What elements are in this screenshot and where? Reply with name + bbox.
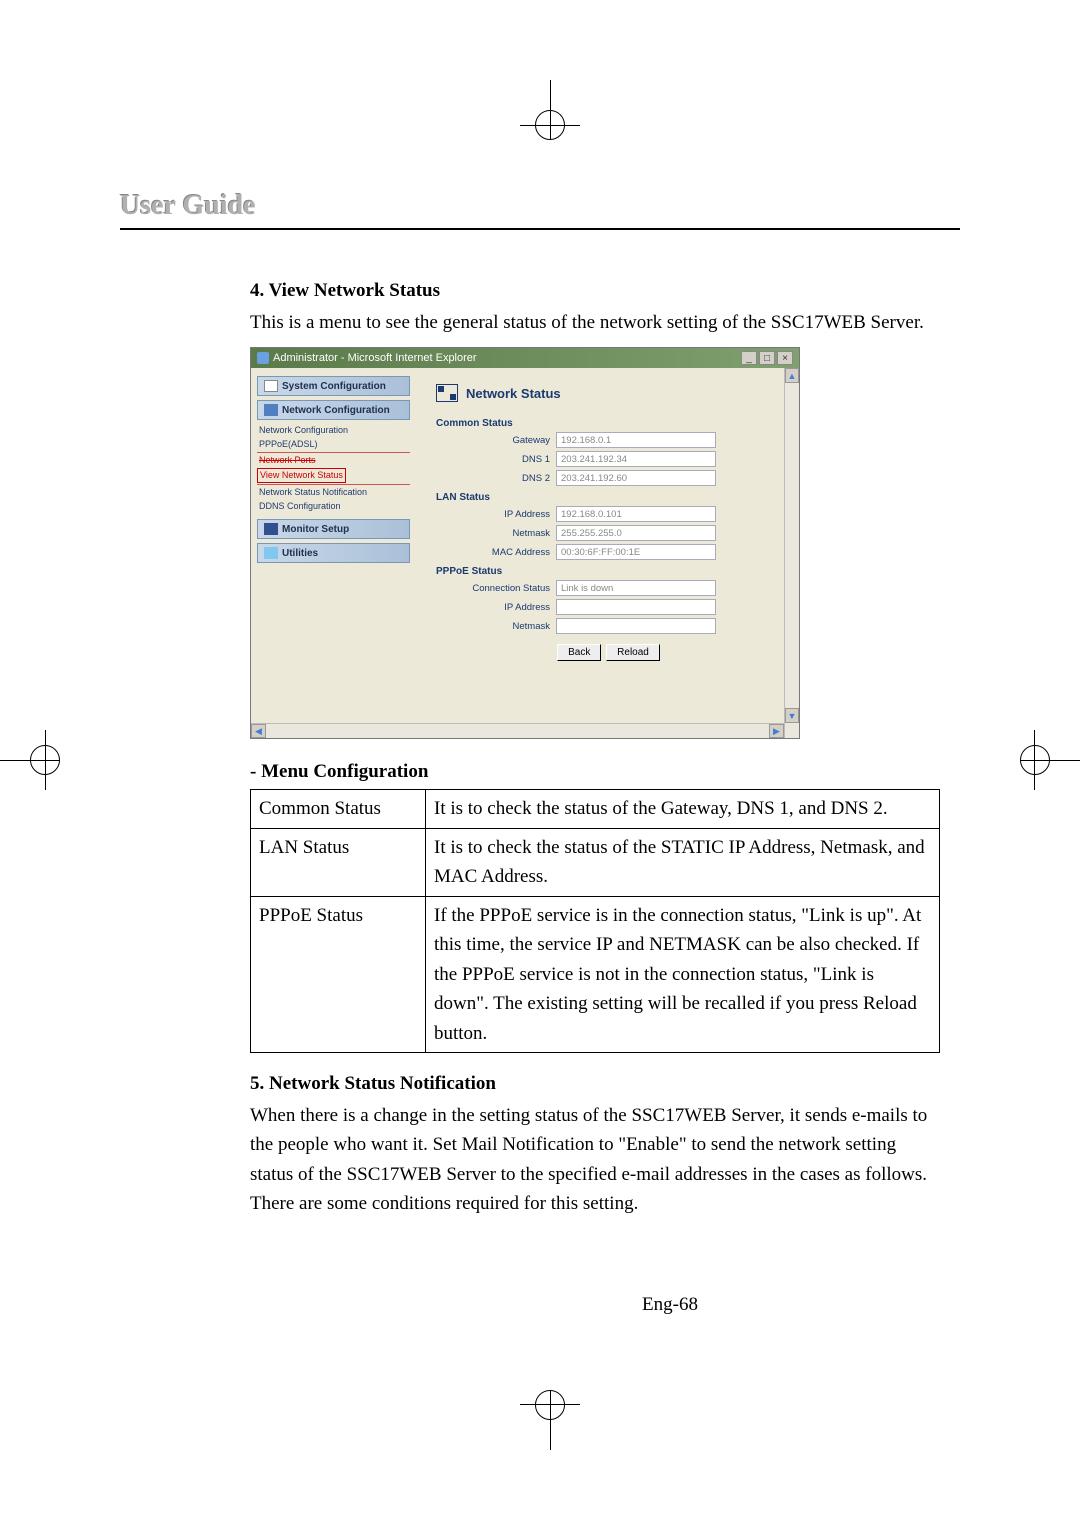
table-row: Common Status It is to check the status … bbox=[251, 790, 940, 828]
sub-view-network-status[interactable]: View Network Status bbox=[257, 468, 346, 484]
dns1-field[interactable]: 203.241.192.34 bbox=[556, 451, 716, 467]
row-pppoe-netmask: Netmask bbox=[436, 618, 781, 634]
sub-pppoe[interactable]: PPPoE(ADSL) bbox=[257, 438, 410, 452]
sub-network-status-notif[interactable]: Network Status Notification bbox=[257, 486, 410, 500]
cell-common-label: Common Status bbox=[251, 790, 426, 828]
section4-intro: This is a menu to see the general status… bbox=[250, 308, 940, 337]
back-button[interactable]: Back bbox=[557, 644, 601, 661]
scroll-up-icon[interactable]: ▲ bbox=[785, 368, 799, 383]
header-title: User Guide bbox=[120, 190, 256, 226]
lan-status-label: LAN Status bbox=[436, 492, 781, 503]
row-netmask: Netmask 255.255.255.0 bbox=[436, 525, 781, 541]
lan-ip-field[interactable]: 192.168.0.101 bbox=[556, 506, 716, 522]
row-ip: IP Address 192.168.0.101 bbox=[436, 506, 781, 522]
pppoe-conn-field[interactable]: Link is down bbox=[556, 580, 716, 596]
section5-body: When there is a change in the setting st… bbox=[250, 1101, 940, 1219]
ie-icon bbox=[257, 352, 269, 364]
lan-mac-field[interactable]: 00:30:6F:FF:00:1E bbox=[556, 544, 716, 560]
cell-pppoe-label: PPPoE Status bbox=[251, 896, 426, 1052]
table-row: PPPoE Status If the PPPoE service is in … bbox=[251, 896, 940, 1052]
gateway-field[interactable]: 192.168.0.1 bbox=[556, 432, 716, 448]
pppoe-status-label: PPPoE Status bbox=[436, 566, 781, 577]
sidebar-item-monitor-setup[interactable]: Monitor Setup bbox=[257, 519, 410, 539]
sidebar-item-utilities[interactable]: Utilities bbox=[257, 543, 410, 563]
reload-button[interactable]: Reload bbox=[606, 644, 660, 661]
network-status-icon bbox=[436, 384, 458, 402]
close-button[interactable]: × bbox=[777, 351, 793, 365]
dns2-field[interactable]: 203.241.192.60 bbox=[556, 470, 716, 486]
scroll-down-icon[interactable]: ▼ bbox=[785, 708, 799, 723]
browser-title: Administrator - Microsoft Internet Explo… bbox=[273, 352, 477, 364]
cell-pppoe-desc: If the PPPoE service is in the connectio… bbox=[426, 896, 940, 1052]
sidebar: System Configuration Network Configurati… bbox=[251, 368, 416, 738]
sub-ddns-config[interactable]: DDNS Configuration bbox=[257, 500, 410, 514]
window-buttons: _ □ × bbox=[741, 351, 793, 365]
vertical-scrollbar[interactable]: ▲ ▼ bbox=[784, 368, 799, 738]
browser-window: Administrator - Microsoft Internet Explo… bbox=[250, 347, 800, 739]
row-pppoe-ip: IP Address bbox=[436, 599, 781, 615]
button-row: Back Reload bbox=[436, 644, 781, 661]
cell-lan-label: LAN Status bbox=[251, 828, 426, 896]
network-icon bbox=[264, 404, 278, 416]
sub-network-ports[interactable]: Network Ports bbox=[257, 454, 410, 468]
cell-lan-desc: It is to check the status of the STATIC … bbox=[426, 828, 940, 896]
sidebar-sublist: Network Configuration PPPoE(ADSL) Networ… bbox=[257, 424, 410, 513]
pppoe-ip-field[interactable] bbox=[556, 599, 716, 615]
menu-config-title: - Menu Configuration bbox=[250, 761, 940, 783]
main-panel: Network Status Common Status Gateway 192… bbox=[416, 368, 799, 738]
cell-common-desc: It is to check the status of the Gateway… bbox=[426, 790, 940, 828]
page-header: User Guide bbox=[120, 190, 960, 230]
horizontal-scrollbar[interactable]: ◀ ▶ bbox=[251, 723, 784, 738]
section4-title: 4. View Network Status bbox=[250, 280, 940, 302]
system-icon bbox=[264, 380, 278, 392]
scroll-right-icon[interactable]: ▶ bbox=[769, 724, 784, 738]
panel-title: Network Status bbox=[436, 384, 781, 402]
monitor-icon bbox=[264, 523, 278, 535]
page-number: Eng-68 bbox=[250, 1294, 1080, 1316]
row-dns1: DNS 1 203.241.192.34 bbox=[436, 451, 781, 467]
sub-network-config[interactable]: Network Configuration bbox=[257, 424, 410, 438]
minimize-button[interactable]: _ bbox=[741, 351, 757, 365]
row-mac: MAC Address 00:30:6F:FF:00:1E bbox=[436, 544, 781, 560]
sidebar-item-network-config[interactable]: Network Configuration bbox=[257, 400, 410, 420]
table-row: LAN Status It is to check the status of … bbox=[251, 828, 940, 896]
sidebar-item-system-config[interactable]: System Configuration bbox=[257, 376, 410, 396]
pppoe-netmask-field[interactable] bbox=[556, 618, 716, 634]
menu-config-table: Common Status It is to check the status … bbox=[250, 789, 940, 1053]
browser-titlebar: Administrator - Microsoft Internet Explo… bbox=[251, 348, 799, 368]
common-status-label: Common Status bbox=[436, 418, 781, 429]
utilities-icon bbox=[264, 547, 278, 559]
row-dns2: DNS 2 203.241.192.60 bbox=[436, 470, 781, 486]
row-conn: Connection Status Link is down bbox=[436, 580, 781, 596]
maximize-button[interactable]: □ bbox=[759, 351, 775, 365]
section5-title: 5. Network Status Notification bbox=[250, 1073, 940, 1095]
lan-netmask-field[interactable]: 255.255.255.0 bbox=[556, 525, 716, 541]
row-gateway: Gateway 192.168.0.1 bbox=[436, 432, 781, 448]
scroll-left-icon[interactable]: ◀ bbox=[251, 724, 266, 738]
